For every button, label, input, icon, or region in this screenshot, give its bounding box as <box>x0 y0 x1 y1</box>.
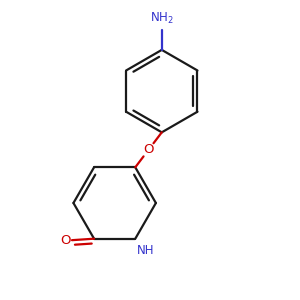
Text: NH$_2$: NH$_2$ <box>150 11 174 26</box>
Text: NH: NH <box>137 244 154 257</box>
Text: O: O <box>143 143 154 156</box>
Text: O: O <box>60 234 71 247</box>
